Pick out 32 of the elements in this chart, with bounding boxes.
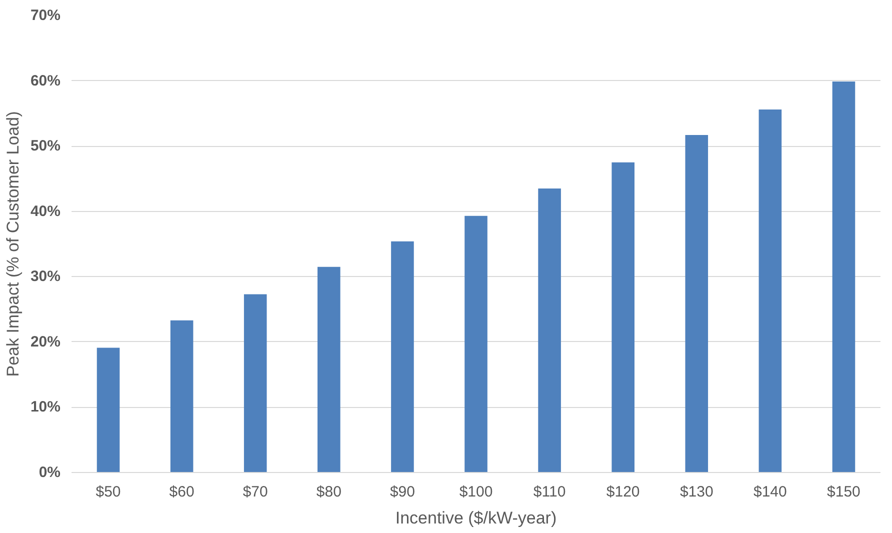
bar (391, 241, 414, 472)
x-tick-label: $50 (96, 484, 121, 500)
bar (832, 81, 856, 472)
bar (464, 216, 488, 472)
y-tick-label: 50% (30, 138, 61, 155)
y-tick-label: 10% (30, 398, 61, 416)
x-tick-label: $140 (753, 484, 787, 500)
y-tick-label: 20% (30, 333, 61, 350)
y-axis-title: Peak Impact (% of Customer Load) (3, 111, 22, 377)
x-axis-title: Incentive ($/kW-year) (395, 508, 557, 528)
bar (538, 188, 561, 472)
bar (244, 294, 267, 472)
x-tick-label: $60 (169, 484, 194, 500)
y-tick-label: 30% (30, 268, 61, 286)
x-tick-label: $110 (533, 484, 566, 500)
y-tick-label: 60% (30, 72, 61, 90)
x-tick-label: $120 (606, 484, 640, 500)
bar (612, 162, 634, 472)
bar (318, 266, 340, 472)
bar (758, 110, 782, 472)
x-tick-label: $70 (242, 484, 268, 500)
bar (96, 348, 120, 472)
y-tick-label: 40% (30, 202, 61, 220)
bar (685, 134, 708, 472)
y-tick-label: 70% (30, 7, 61, 24)
y-tick-label: 0% (38, 464, 61, 481)
x-tick-label: $130 (680, 484, 714, 500)
bar (170, 320, 194, 472)
x-tick-label: $100 (459, 484, 493, 500)
x-tick-label: $80 (316, 484, 342, 500)
x-tick-label: $150 (827, 484, 860, 500)
x-tick-label: $90 (390, 484, 415, 500)
